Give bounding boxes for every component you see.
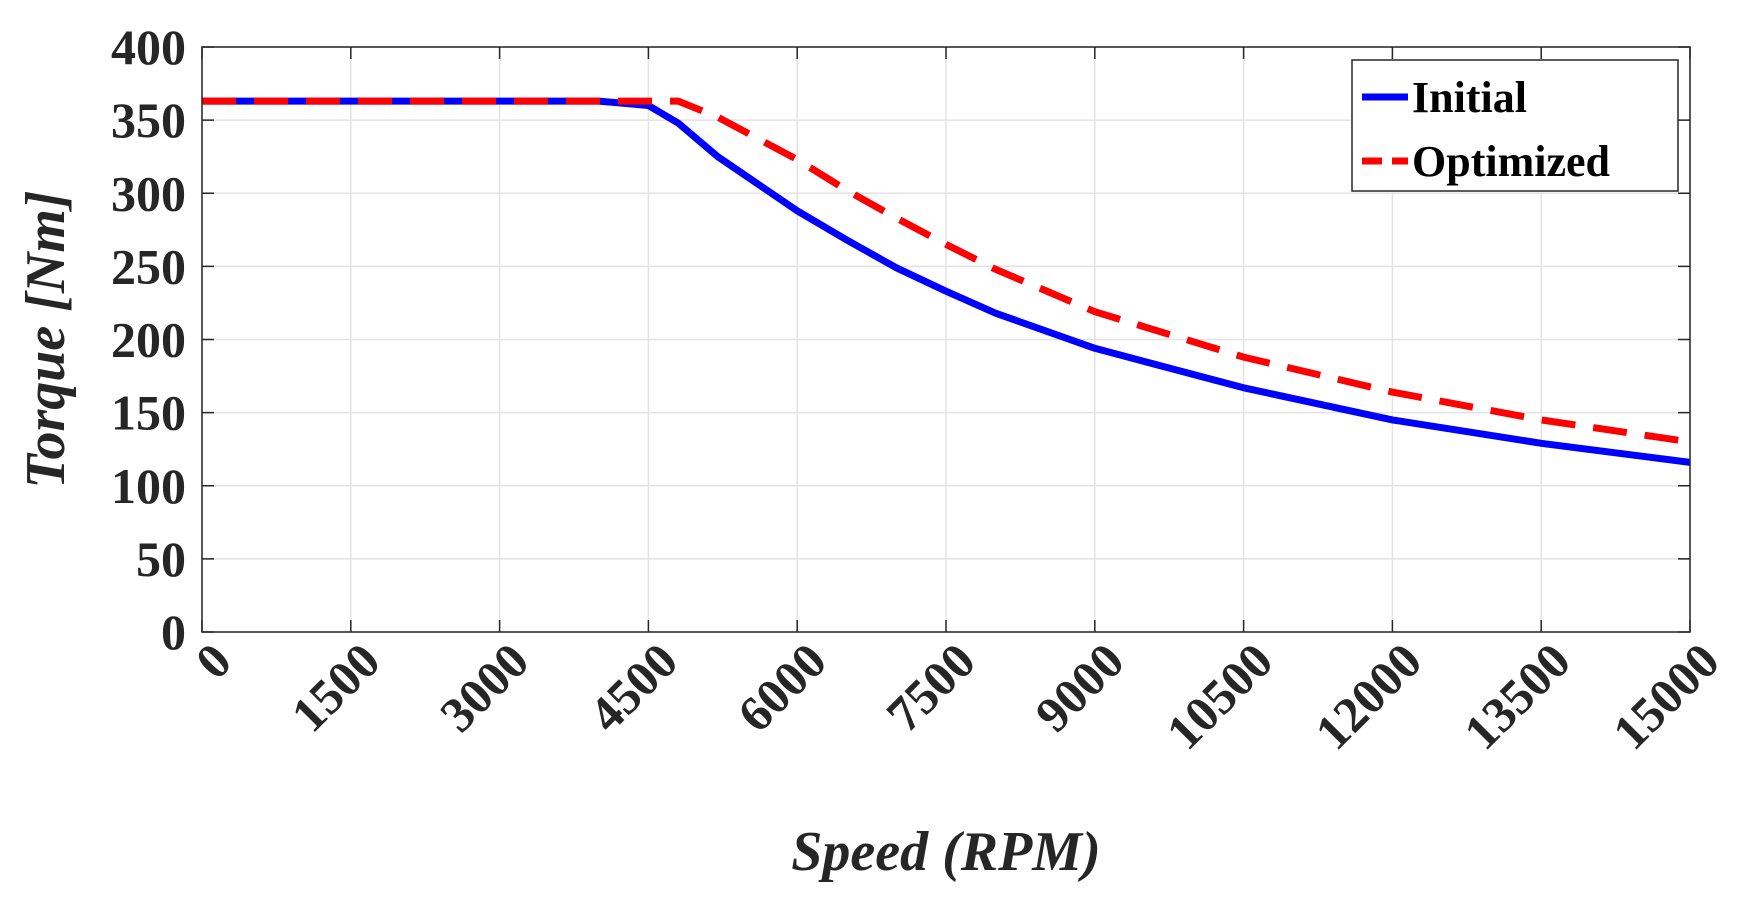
series-lines <box>202 97 1691 466</box>
x-tick-label: 3000 <box>429 632 539 742</box>
x-tick-label: 1500 <box>280 632 390 742</box>
y-tick-label: 50 <box>136 531 186 587</box>
x-tick-labels: 0 1500 3000 4500 6000 7500 9000 10500 12000 13500… <box>185 632 1730 760</box>
axis-ticks <box>201 46 1691 633</box>
legend: Initial Optimized <box>1351 59 1679 192</box>
series-line-initial <box>202 97 1691 466</box>
x-tick-label: 9000 <box>1024 632 1134 742</box>
y-tick-label: 200 <box>111 312 186 368</box>
x-tick-label: 6000 <box>727 632 837 742</box>
legend-label-initial: Initial <box>1412 73 1527 122</box>
series-line-optimized <box>202 97 1691 446</box>
x-axis-title: Speed (RPM) <box>791 821 1101 883</box>
y-tick-labels: 0 50 100 150 200 250 300 350 400 <box>111 19 186 660</box>
x-tick-label: 10500 <box>1155 632 1283 760</box>
legend-label-optimized: Optimized <box>1412 137 1610 186</box>
y-tick-label: 100 <box>111 458 186 514</box>
x-tick-label: 15000 <box>1602 632 1730 760</box>
x-tick-label: 12000 <box>1304 632 1432 760</box>
x-tick-label: 7500 <box>875 632 985 742</box>
legend-box <box>1351 59 1679 192</box>
y-tick-label: 350 <box>111 92 186 148</box>
y-axis-title: Torque [Nm] <box>15 190 77 488</box>
y-tick-label: 400 <box>111 19 186 75</box>
x-tick-label: 4500 <box>578 632 688 742</box>
y-tick-label: 150 <box>111 385 186 441</box>
y-tick-label: 250 <box>111 238 186 294</box>
x-tick-label: 13500 <box>1453 632 1581 760</box>
y-tick-label: 0 <box>161 604 186 660</box>
y-tick-label: 300 <box>111 165 186 221</box>
x-tick-label: 0 <box>185 632 242 689</box>
